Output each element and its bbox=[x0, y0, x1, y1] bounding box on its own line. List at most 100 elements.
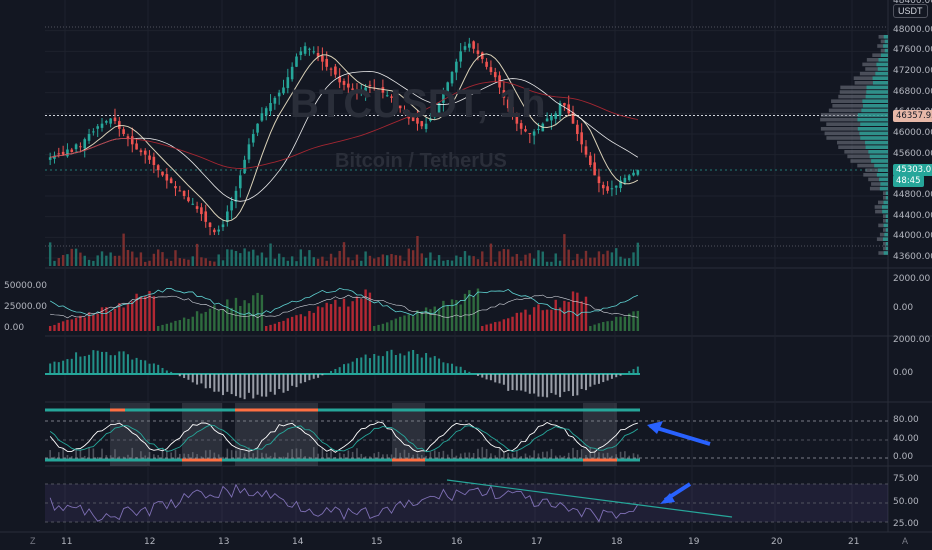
histogram-bar bbox=[507, 318, 510, 331]
oscillator-bar bbox=[330, 370, 333, 374]
volume-bar bbox=[468, 255, 471, 266]
auto-scale-button[interactable]: A bbox=[902, 536, 909, 546]
volume-bar bbox=[96, 255, 99, 266]
volume-profile-bar bbox=[883, 251, 888, 255]
histogram-bar bbox=[174, 320, 177, 331]
volume-bar bbox=[316, 258, 320, 266]
candle-body bbox=[377, 89, 380, 91]
oscillator-bar bbox=[420, 357, 423, 374]
volume-bar bbox=[321, 256, 324, 266]
histogram-bar bbox=[424, 307, 428, 331]
stoch-bar bbox=[200, 456, 203, 459]
oscillator-bar bbox=[546, 374, 549, 398]
volume-bar bbox=[411, 250, 415, 266]
timezone-button[interactable]: Z bbox=[30, 536, 36, 546]
stoch-bar bbox=[79, 450, 82, 459]
histogram-bar bbox=[325, 302, 328, 331]
histogram-bar bbox=[433, 306, 436, 331]
volume-bar bbox=[390, 254, 393, 266]
candle-body bbox=[316, 52, 320, 57]
histogram-bar bbox=[437, 309, 441, 331]
histogram-bar bbox=[580, 301, 583, 331]
oscillator-bar bbox=[347, 363, 350, 374]
volume-bar bbox=[273, 258, 277, 266]
stoch-bar bbox=[144, 455, 147, 459]
candle-body bbox=[424, 123, 428, 129]
candle-body bbox=[502, 90, 506, 98]
volume-profile-bar bbox=[839, 90, 888, 94]
candle-body bbox=[217, 229, 220, 232]
volume-bar bbox=[256, 255, 259, 266]
volume-bar bbox=[584, 250, 588, 266]
volume-bar bbox=[286, 260, 290, 266]
histogram-bar bbox=[321, 307, 324, 331]
oscillator-bar bbox=[628, 371, 631, 374]
volume-profile-bar bbox=[868, 177, 888, 182]
histogram-bar bbox=[329, 304, 333, 331]
volume-bar bbox=[368, 255, 372, 266]
volume-profile-bar bbox=[883, 35, 888, 39]
candle-body bbox=[368, 84, 372, 86]
oscillator-bar bbox=[286, 374, 289, 391]
histogram-bar bbox=[342, 298, 346, 331]
candle-body bbox=[355, 90, 359, 93]
histogram-bar bbox=[61, 321, 65, 331]
stoch-bar bbox=[382, 454, 384, 459]
candle-body bbox=[243, 159, 246, 174]
price-tick-label: 47600.00 bbox=[893, 45, 932, 56]
candle-body bbox=[282, 87, 285, 94]
oscillator-bar bbox=[178, 374, 181, 377]
histogram-bar bbox=[537, 304, 540, 331]
histogram-bar bbox=[234, 297, 238, 331]
time-tick-label: 11 bbox=[61, 537, 73, 547]
volume-bar bbox=[623, 258, 627, 266]
volume-profile-bar bbox=[880, 39, 888, 44]
stoch-bar bbox=[468, 452, 471, 459]
histogram-bar bbox=[303, 316, 307, 331]
histogram-bar bbox=[416, 310, 419, 331]
histogram-bar bbox=[459, 304, 462, 331]
currency-selector[interactable]: USDT bbox=[893, 4, 928, 18]
histogram-bar bbox=[524, 309, 527, 331]
time-tick-label: 17 bbox=[531, 537, 543, 547]
oscillator-bar bbox=[170, 371, 173, 374]
histogram-bar bbox=[247, 303, 251, 331]
volume-bar bbox=[308, 250, 311, 266]
stoch-bar bbox=[494, 455, 497, 459]
stoch-bar bbox=[364, 456, 367, 459]
candle-body bbox=[589, 155, 592, 165]
volume-bar bbox=[494, 261, 497, 266]
stoch-bar bbox=[416, 453, 419, 459]
oscillator-bar bbox=[446, 363, 449, 374]
stoch-bar bbox=[109, 455, 112, 459]
volume-profile-bar bbox=[882, 209, 888, 214]
volume-profile-bar bbox=[877, 44, 888, 48]
volume-bar bbox=[290, 256, 294, 266]
stoch-bar bbox=[546, 451, 548, 459]
oscillator-bar bbox=[399, 353, 402, 374]
volume-profile-bar bbox=[838, 94, 888, 99]
histogram-bar bbox=[200, 313, 203, 331]
volume-bar bbox=[498, 251, 501, 266]
stoch-bar bbox=[520, 456, 522, 459]
volume-profile-bar bbox=[885, 214, 888, 218]
volume-bar bbox=[636, 242, 640, 266]
volume-bar bbox=[342, 242, 346, 266]
stoch-bar bbox=[481, 447, 484, 459]
oscillator-bar bbox=[204, 374, 207, 389]
price-tick-label: 44800.00 bbox=[893, 190, 932, 200]
volume-bar bbox=[420, 253, 423, 266]
candle-body bbox=[303, 46, 307, 54]
histogram-bar bbox=[347, 306, 350, 331]
oscillator-bar bbox=[191, 374, 194, 383]
oscillator-bar bbox=[122, 351, 125, 374]
candle-body bbox=[100, 123, 104, 128]
candle-body bbox=[264, 108, 268, 116]
volume-bar bbox=[437, 255, 441, 266]
volume-bar bbox=[610, 252, 614, 266]
volume-profile-bar bbox=[883, 200, 888, 205]
candle-body bbox=[156, 165, 160, 171]
candle-body bbox=[126, 136, 130, 140]
stoch-bar bbox=[170, 452, 172, 459]
